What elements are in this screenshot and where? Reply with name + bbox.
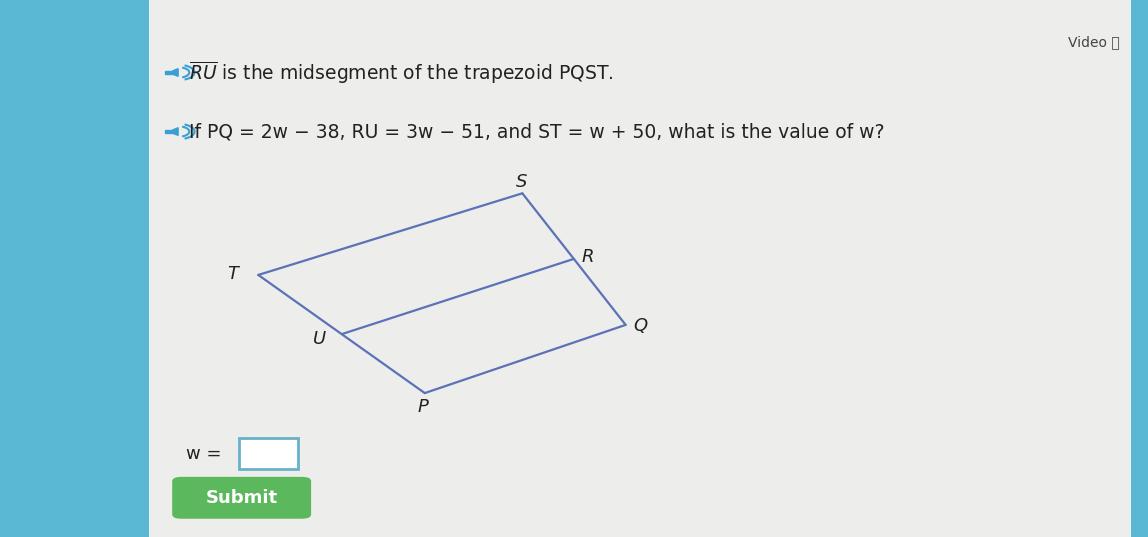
Text: R: R xyxy=(582,248,594,266)
Text: If PQ = 2w − 38, RU = 3w − 51, and ST = w + 50, what is the value of w?: If PQ = 2w − 38, RU = 3w − 51, and ST = … xyxy=(189,122,885,141)
FancyBboxPatch shape xyxy=(239,438,298,469)
Text: S: S xyxy=(515,172,527,191)
Polygon shape xyxy=(173,69,178,76)
Text: $\overline{RU}$ is the midsegment of the trapezoid PQST.: $\overline{RU}$ is the midsegment of the… xyxy=(189,59,614,86)
FancyBboxPatch shape xyxy=(149,0,1131,537)
Text: U: U xyxy=(312,330,326,349)
Text: P: P xyxy=(417,398,428,416)
Text: w =: w = xyxy=(186,445,222,463)
Polygon shape xyxy=(165,71,173,74)
Polygon shape xyxy=(173,128,178,135)
Text: T: T xyxy=(227,265,239,283)
FancyBboxPatch shape xyxy=(172,477,311,519)
Text: Video ⓘ: Video ⓘ xyxy=(1068,35,1119,49)
Text: Q: Q xyxy=(634,317,647,336)
Text: Submit: Submit xyxy=(205,489,278,507)
Polygon shape xyxy=(165,130,173,133)
